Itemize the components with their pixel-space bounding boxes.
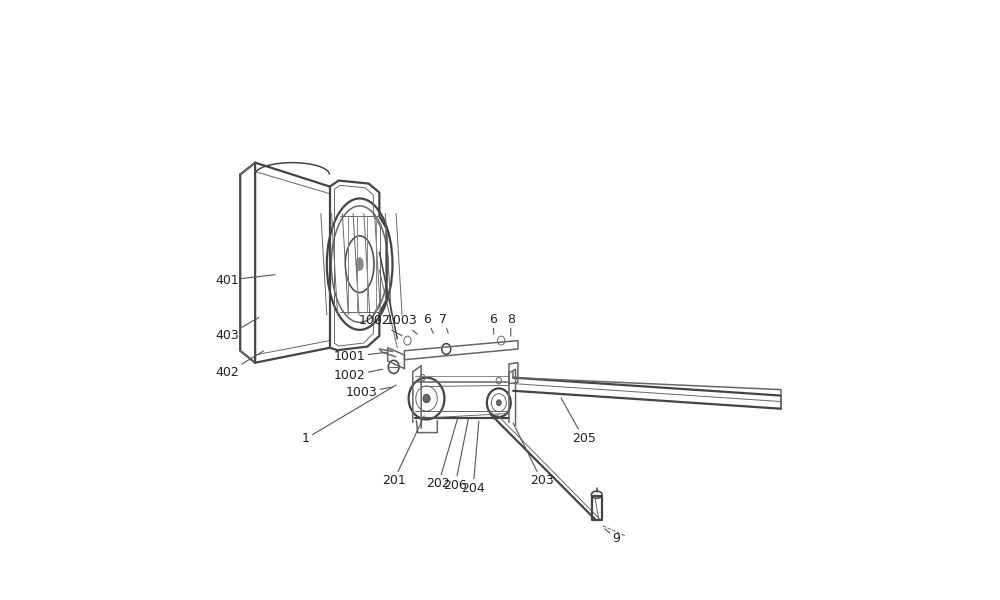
Text: 6: 6 <box>489 313 497 334</box>
Text: 8: 8 <box>507 313 515 336</box>
Text: 201: 201 <box>382 416 424 487</box>
Text: 6: 6 <box>423 313 433 333</box>
Text: 204: 204 <box>461 421 485 494</box>
Text: 9: 9 <box>605 529 620 545</box>
Text: 1003: 1003 <box>386 314 417 334</box>
Text: 203: 203 <box>513 423 554 487</box>
Ellipse shape <box>356 257 363 271</box>
Text: 403: 403 <box>215 317 259 343</box>
Text: 1002: 1002 <box>334 369 383 382</box>
Text: 1: 1 <box>302 385 396 445</box>
Text: 1003: 1003 <box>346 386 393 399</box>
Text: 202: 202 <box>427 419 457 490</box>
Text: 205: 205 <box>561 398 596 445</box>
Ellipse shape <box>496 400 501 406</box>
Text: 7: 7 <box>439 313 448 333</box>
Text: 1002: 1002 <box>359 314 402 336</box>
Text: 402: 402 <box>215 351 264 379</box>
Text: 1001: 1001 <box>334 350 387 363</box>
Text: 401: 401 <box>215 274 275 287</box>
Ellipse shape <box>423 394 430 403</box>
Text: 206: 206 <box>443 419 468 491</box>
